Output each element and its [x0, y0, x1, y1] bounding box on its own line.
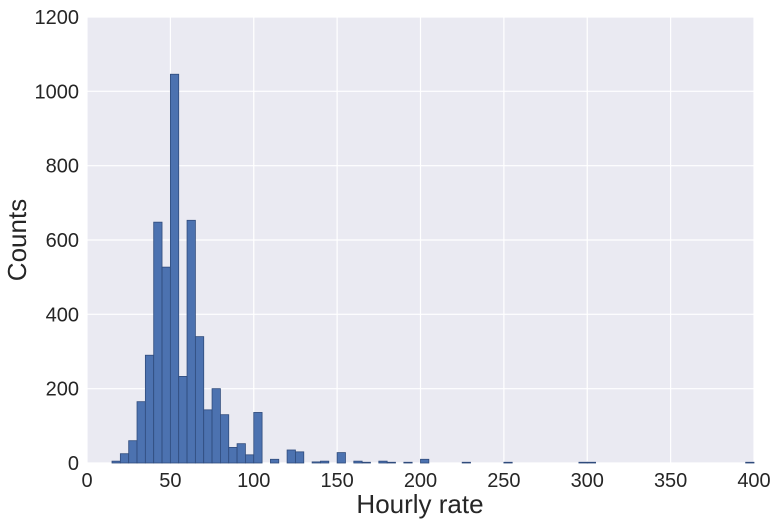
histogram-bar	[153, 221, 163, 464]
histogram-bar	[353, 460, 363, 464]
y-tick-label: 600	[46, 230, 79, 252]
histogram-bar	[211, 388, 221, 464]
histogram-bar	[311, 461, 321, 464]
histogram-bar	[403, 461, 413, 464]
y-axis-label: Counts	[2, 199, 32, 281]
x-tick-label: 400	[737, 470, 770, 492]
histogram-bar	[503, 461, 513, 464]
histogram-bar	[128, 440, 138, 464]
histogram-bar	[586, 461, 596, 464]
histogram-bar	[286, 449, 296, 464]
histogram-bar	[119, 453, 130, 464]
y-tick-label: 1000	[35, 81, 80, 103]
histogram-bar	[361, 461, 371, 464]
x-tick-label: 0	[81, 470, 92, 492]
x-tick-label: 100	[237, 470, 270, 492]
histogram-bar	[194, 336, 205, 464]
x-tick-label: 300	[571, 470, 604, 492]
histogram-bar	[320, 460, 330, 464]
bars	[111, 73, 755, 464]
histogram-bar	[245, 454, 255, 464]
histogram-bar	[169, 73, 180, 464]
histogram-bar	[253, 412, 263, 464]
histogram-bar	[178, 376, 188, 464]
histogram-bar	[461, 461, 471, 464]
histogram-bar	[144, 354, 155, 464]
x-tick-label: 350	[654, 470, 687, 492]
histogram-bar	[336, 452, 346, 464]
histogram-bar	[295, 451, 305, 464]
y-tick-label: 1200	[35, 7, 80, 29]
x-axis-label: Hourly rate	[356, 489, 483, 519]
histogram-bar	[420, 458, 430, 464]
histogram-bar	[219, 414, 230, 464]
x-tick-label: 150	[320, 470, 353, 492]
histogram-bar	[186, 219, 196, 464]
histogram-bar	[136, 401, 146, 464]
histogram-bar	[161, 266, 171, 464]
histogram-bar	[745, 461, 755, 464]
histogram-bar	[203, 409, 213, 464]
y-tick-labels: 0 200 400 600 800 1000 1200	[35, 7, 80, 475]
histogram-bar	[228, 446, 238, 464]
histogram-bar	[111, 460, 121, 464]
y-tick-label: 400	[46, 304, 79, 326]
y-tick-label: 0	[68, 453, 79, 475]
x-tick-label: 50	[159, 470, 181, 492]
x-tick-label: 200	[404, 470, 437, 492]
x-tick-label: 250	[487, 470, 520, 492]
y-tick-label: 200	[46, 379, 79, 401]
histogram-bar	[236, 443, 246, 464]
histogram-bar	[270, 458, 280, 464]
x-tick-labels: 0 50 100 150 200 250 300 350 400	[81, 470, 770, 492]
histogram-bar	[378, 460, 388, 464]
histogram-bar	[578, 461, 588, 464]
histogram-bar	[386, 461, 396, 464]
y-tick-label: 800	[46, 156, 79, 178]
